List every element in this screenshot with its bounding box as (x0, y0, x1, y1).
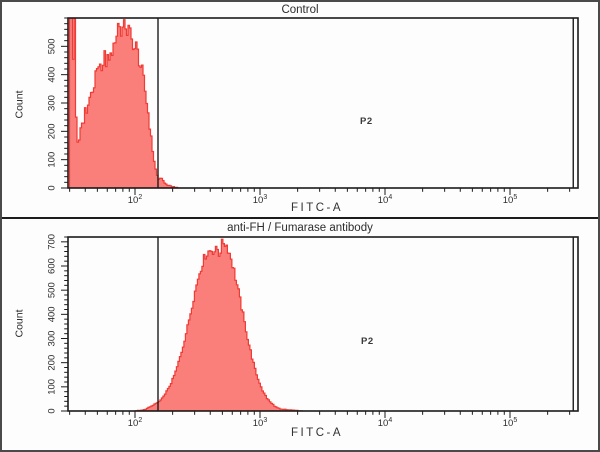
x-axis-label-control: FITC-A (290, 202, 344, 214)
gate-p2-boundaries (157, 18, 574, 188)
svg-text:100: 100 (47, 152, 58, 168)
svg-text:700: 700 (47, 234, 58, 250)
svg-text:200: 200 (47, 123, 58, 139)
histogram-plot-antifh: 0 100 200 300 400 500 600 700 102 103 104 105 (47, 234, 579, 429)
axis-tick-labels: 0 100 200 300 400 500 600 700 102 103 104 105 (47, 234, 518, 429)
svg-text:500: 500 (47, 282, 58, 298)
svg-text:105: 105 (503, 417, 518, 429)
svg-text:105: 105 (503, 194, 518, 206)
histogram-area (68, 18, 179, 188)
svg-text:600: 600 (47, 258, 58, 274)
gate-p2-boundaries (157, 237, 574, 411)
axis-ticks (61, 236, 571, 418)
svg-text:400: 400 (47, 67, 58, 83)
gate-label-p2-antifh: P2 (361, 336, 374, 347)
panel-title-control: Control (281, 4, 319, 16)
histogram-plot-control: 0 100 200 300 400 500 102 103 104 105 (47, 17, 579, 206)
svg-text:103: 103 (253, 417, 268, 429)
svg-text:0: 0 (47, 185, 58, 190)
y-axis-label-control: Count (13, 90, 26, 119)
gate-label-p2-control: P2 (360, 116, 373, 127)
axis-ticks (61, 17, 571, 195)
svg-text:500: 500 (47, 38, 58, 54)
svg-text:300: 300 (47, 95, 58, 111)
axis-tick-labels: 0 100 200 300 400 500 102 103 104 105 (47, 38, 518, 206)
panel-title-antifh: anti-FH / Fumarase antibody (227, 222, 373, 234)
svg-text:0: 0 (47, 408, 58, 413)
svg-text:300: 300 (47, 331, 58, 347)
svg-text:102: 102 (128, 417, 143, 429)
y-axis-label-antifh: Count (13, 309, 26, 338)
svg-text:104: 104 (378, 194, 393, 206)
x-axis-label-antifh: FITC-A (290, 427, 344, 439)
histogram-area (134, 238, 303, 411)
svg-text:100: 100 (47, 379, 58, 395)
plot-frame (67, 236, 579, 412)
svg-text:103: 103 (253, 194, 268, 206)
svg-text:400: 400 (47, 306, 58, 322)
svg-text:102: 102 (128, 194, 143, 206)
panel-divider (2, 217, 598, 219)
svg-text:104: 104 (378, 417, 393, 429)
svg-text:200: 200 (47, 355, 58, 371)
